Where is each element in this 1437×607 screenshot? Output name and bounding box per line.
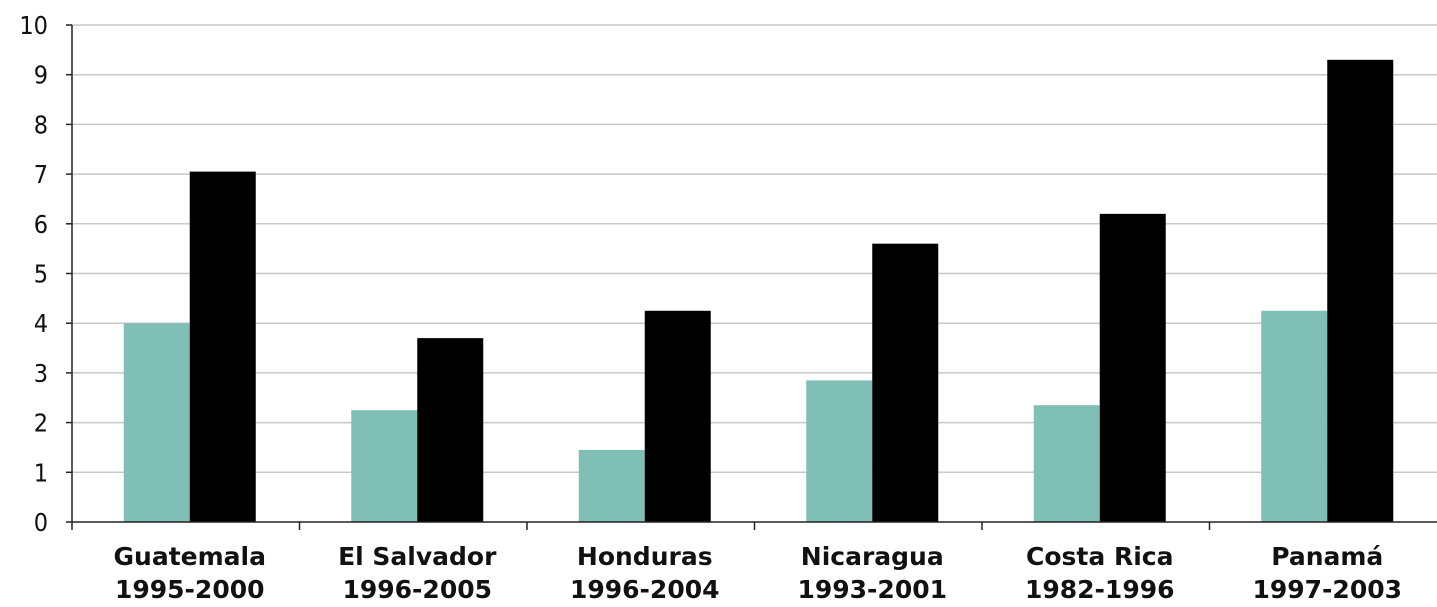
- bar-series-1-4: [1033, 405, 1100, 522]
- x-category-label: Guatemala: [114, 542, 266, 571]
- y-axis-ticks: 0 1 2 3 4 5 6 7 8 9 10: [19, 11, 72, 537]
- x-category-label: Honduras: [577, 542, 713, 571]
- x-category-period: 1995-2000: [115, 575, 265, 604]
- bar-series-2-2: [644, 310, 711, 522]
- y-tick-label: 9: [34, 61, 48, 90]
- bar-series-2-5: [1327, 59, 1394, 522]
- x-category-period: 1996-2004: [570, 575, 720, 604]
- bar-series-1-1: [351, 410, 418, 522]
- y-tick-label: 10: [19, 11, 48, 40]
- x-category-period: 1982-1996: [1025, 575, 1175, 604]
- gridlines: [72, 24, 1437, 474]
- bars: [123, 59, 1394, 523]
- y-tick-label: 7: [34, 160, 48, 189]
- y-tick-label: 1: [34, 458, 48, 487]
- y-tick-label: 3: [34, 359, 48, 388]
- x-category-label: Costa Rica: [1026, 542, 1173, 571]
- bar-series-1-0: [123, 323, 190, 522]
- bar-series-2-1: [417, 338, 484, 522]
- x-category-label: El Salvador: [338, 542, 497, 571]
- x-category-period: 1996-2005: [342, 575, 492, 604]
- bar-series-1-2: [578, 449, 645, 522]
- x-category-period: 1993-2001: [797, 575, 947, 604]
- y-tick-label: 2: [34, 409, 48, 438]
- bar-series-1-3: [806, 380, 873, 522]
- bar-series-2-4: [1099, 213, 1166, 523]
- bar-series-2-0: [189, 171, 256, 523]
- y-tick-label: 8: [34, 110, 48, 139]
- axes: [71, 25, 1437, 530]
- y-tick-label: 5: [34, 260, 48, 289]
- y-tick-label: 6: [34, 210, 48, 239]
- x-axis-labels: Guatemala 1995-2000 El Salvador 1996-2005 Ho…: [114, 542, 1403, 604]
- x-category-label: Panamá: [1271, 542, 1383, 571]
- y-tick-label: 4: [34, 309, 48, 338]
- y-tick-label: 0: [34, 508, 48, 537]
- x-category-period: 1997-2003: [1252, 575, 1402, 604]
- bar-series-2-3: [872, 243, 939, 522]
- x-category-label: Nicaragua: [801, 542, 944, 571]
- bar-series-1-5: [1261, 310, 1328, 522]
